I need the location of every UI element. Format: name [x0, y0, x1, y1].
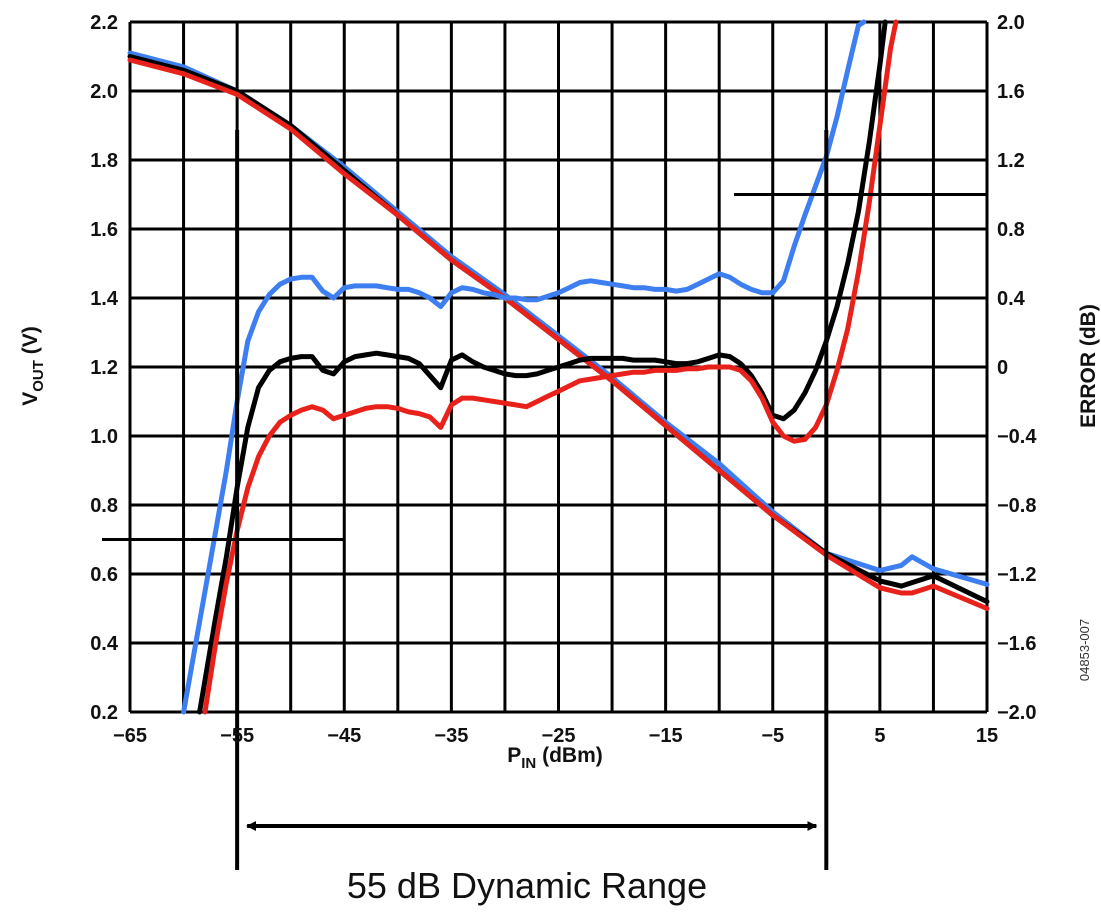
left-y-tick-label: 2.0 [90, 81, 118, 103]
left-y-tick-label: 0.2 [90, 702, 118, 724]
error-curve [202, 19, 899, 715]
left-y-tick-label: 1.6 [90, 219, 118, 241]
x-tick-label: 15 [976, 725, 998, 747]
error-curve [197, 19, 888, 715]
right-y-tick-label: −0.4 [997, 426, 1037, 448]
x-tick-label: −45 [327, 725, 361, 747]
plot-markers [102, 130, 987, 870]
x-tick-label: −55 [220, 725, 254, 747]
vout-curve [127, 57, 990, 611]
x-tick-label: −5 [761, 725, 784, 747]
axis-tick-labels: −65 −55 −45 −35 −25 −15 −5 5 150.20.40.60.81.01.… [90, 12, 1037, 747]
figure-id: 04853-007 [1077, 619, 1092, 681]
x-tick-label: 5 [874, 725, 885, 747]
right-y-tick-label: 2.0 [997, 12, 1025, 34]
x-axis-title: PIN (dBm) [507, 744, 603, 772]
right-y-tick-label: 0.8 [997, 219, 1025, 241]
right-y-tick-label: 0.4 [997, 288, 1026, 310]
dynamic-range-caption: 55 dB Dynamic Range [347, 865, 707, 906]
right-y-tick-label: −0.8 [997, 495, 1036, 517]
left-y-tick-label: 1.0 [90, 426, 118, 448]
right-y-tick-label: −1.6 [997, 633, 1036, 655]
error-curve [181, 19, 867, 715]
left-y-tick-label: 0.6 [90, 564, 118, 586]
right-y-tick-label: 0 [997, 357, 1008, 379]
right-y-tick-label: 1.2 [997, 150, 1025, 172]
right-y-tick-label: −1.2 [997, 564, 1036, 586]
left-y-tick-label: 2.2 [90, 12, 118, 34]
plot-series [127, 19, 990, 715]
left-y-tick-label: 1.8 [90, 150, 118, 172]
x-tick-label: −25 [542, 725, 576, 747]
x-tick-label: −15 [649, 725, 683, 747]
left-y-tick-label: 0.8 [90, 495, 118, 517]
right-y-tick-label: 1.6 [997, 81, 1025, 103]
left-y-tick-label: 1.4 [90, 288, 119, 310]
right-axis-title: ERROR (dB) [1077, 304, 1100, 428]
left-y-tick-label: 0.4 [90, 633, 119, 655]
x-tick-label: −35 [434, 725, 468, 747]
left-y-tick-label: 1.2 [90, 357, 118, 379]
x-tick-label: −65 [113, 725, 147, 747]
left-axis-title: VOUT (V) [19, 326, 47, 406]
right-y-tick-label: −2.0 [997, 702, 1036, 724]
